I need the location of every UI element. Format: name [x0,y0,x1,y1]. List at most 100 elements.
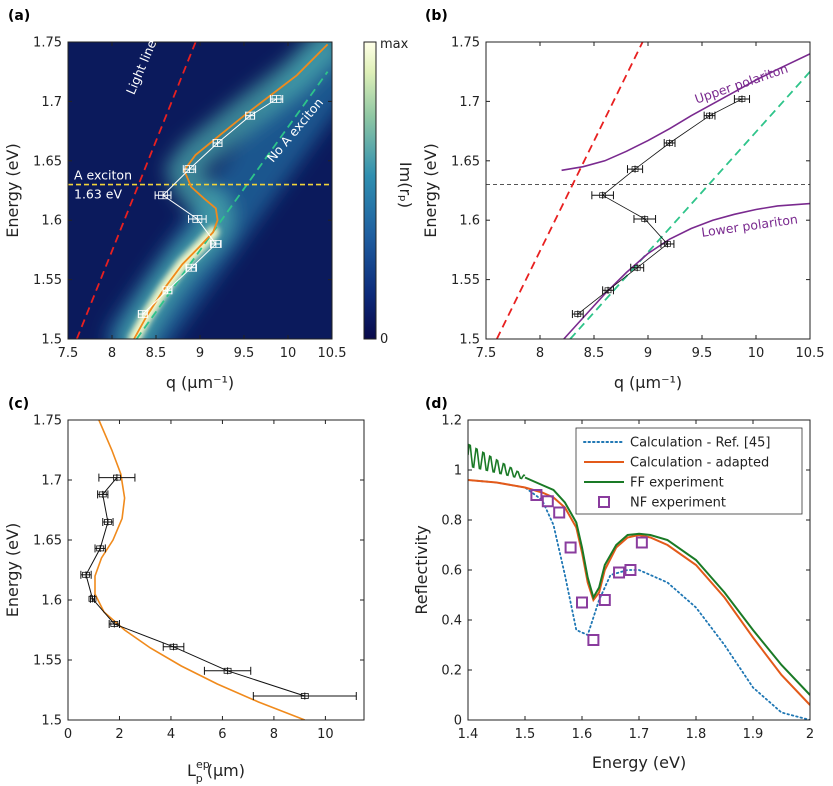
measured-line [577,98,743,315]
panel-a-data-point [162,286,173,295]
panel-2-ytick-label: 1.55 [33,654,62,669]
panel-2-xtick-label: 10 [317,727,334,742]
panel-0-xtick-label: 7.5 [58,346,79,361]
panel-0-xlabel: q (μm⁻¹) [166,373,234,392]
panel-3-ylabel: Reflectivity [412,525,431,614]
legend-box [575,427,803,515]
panel-a-data-point [154,191,172,200]
panel-0-xtick-label: 10 [280,346,297,361]
panel-3-xtick-label: 1.4 [458,727,479,742]
nf-experiment-marker [553,506,566,519]
panel-b-point-box [631,166,639,172]
panel-c-data-point [102,518,114,526]
panel-2-ytick-label: 1.75 [33,414,62,429]
panel-2-xtick-label: 4 [167,727,175,742]
nf-experiment-marker [613,566,626,579]
panel-2-xtick-label: 2 [115,727,123,742]
colorbar: max 0 Im(rₚ) [363,37,415,347]
legend-label: Calculation - adapted [630,456,769,471]
ff-experiment-oscillation [468,443,526,480]
panel-1-xtick-label: 9.5 [692,346,713,361]
panel-b-point-box [599,192,606,199]
nf-experiment-marker [598,594,611,606]
panel-b-point-box [641,216,649,222]
panel-0-ytick-label: 1.55 [33,273,62,288]
panel-1-ytick-label: 1.5 [459,333,480,348]
panel-b-point-box [574,311,582,317]
panel-c-data-point [98,473,136,482]
panel-c-label: (c) [8,396,29,412]
panel-3-ytick-label: 0.2 [441,664,462,679]
panel-3-ytick-label: 1.2 [441,414,462,429]
panel-a-data-point [245,111,256,120]
panel-d-label: (d) [425,396,448,412]
exciton-energy-label: 1.63 eV [74,187,122,202]
panel-1-ytick-label: 1.7 [459,95,480,110]
panel-b-point-box [666,140,673,146]
panel-a-data-point [210,239,222,248]
panel-c-xlabel: Lep p (μm) [187,758,245,785]
panel-3-ytick-label: 1 [454,464,462,479]
panel-2-xtick-label: 8 [270,727,278,742]
colorbar-label: Im(rₚ) [396,162,415,208]
legend-marker [598,496,610,508]
nf-experiment-marker [564,541,577,554]
panel-0-xtick-label: 8 [108,346,116,361]
panel-c-data-point [162,642,185,651]
measured-line [85,477,305,697]
panel-2-ytick-label: 1.5 [41,714,62,729]
panel-b-data-point [703,111,716,120]
panel-c-data-point [97,490,109,499]
legend-label: Calculation - Ref. [45] [630,436,771,451]
upper-polariton-curve [561,53,810,172]
panel-c-data-point [88,594,97,603]
panel-1-xtick-label: 10.5 [796,346,825,361]
panel-1-xtick-label: 8.5 [584,346,605,361]
lower-polariton-label: Lower polariton [700,211,798,239]
panel-0-xtick-label: 10.5 [318,346,347,361]
panel-3-ytick-label: 0 [454,714,462,729]
panel-a-data-point [137,310,148,319]
model-curve [94,420,306,720]
panel-3-xtick-label: 1.5 [515,727,536,742]
panel-3-xtick-label: 1.9 [743,727,764,742]
panel-0-ytick-label: 1.6 [41,214,62,229]
panel-a-data-point [182,165,197,174]
nf-experiment-marker [530,489,543,501]
panel-2-xtick-label: 6 [218,727,226,742]
nf-experiment-marker [576,596,588,609]
no-exciton-line [569,71,810,339]
panel-b: (b) 7.5 8 8.5 9 9.5 10 10.5 1.5 1.55 1.6 1.65 1.7 1.… [421,8,824,392]
panel-a-data-point [185,263,197,272]
panel-1-ytick-label: 1.6 [459,214,480,229]
panel-0-ytick-label: 1.75 [33,36,62,51]
measured-line [142,98,277,315]
panel-2-ytick-label: 1.65 [33,534,62,549]
panel-c: (c) 0 2 4 6 8 10 1.5 1.55 1.6 1.65 1.7 1.75 Energy (… [3,396,365,785]
panel-3-ytick-label: 0.4 [441,614,462,629]
panel-0-xtick-label: 9.5 [234,346,255,361]
panel-1-xtick-label: 10 [748,346,765,361]
panel-2-ytick-label: 1.6 [41,594,62,609]
panel-2-ytick-label: 1.7 [41,474,62,489]
legend-label: FF experiment [630,476,724,491]
panel-1-ylabel: Energy (eV) [421,143,440,237]
panel-0-ytick-label: 1.7 [41,95,62,110]
colorbar-min: 0 [380,332,388,347]
panel-c-data-point [203,666,252,675]
panel-0-ytick-label: 1.65 [33,154,62,169]
nf-experiment-marker [541,495,554,508]
panel-3-ytick-label: 0.8 [441,514,462,529]
light-line [495,42,644,339]
panel-0-ytick-label: 1.5 [41,333,62,348]
colorbar-max: max [380,37,409,52]
series-2-line [524,476,810,696]
panel-b-point-box [604,287,612,294]
panel-2-xtick-label: 0 [64,727,72,742]
panel-1-xtick-label: 8 [536,346,544,361]
light-line [75,42,197,339]
series-0-line [468,479,810,720]
panel-3-xtick-label: 1.7 [629,727,650,742]
panel-b-label: (b) [425,8,448,24]
panel-0-ylabel: Energy (eV) [3,143,22,237]
